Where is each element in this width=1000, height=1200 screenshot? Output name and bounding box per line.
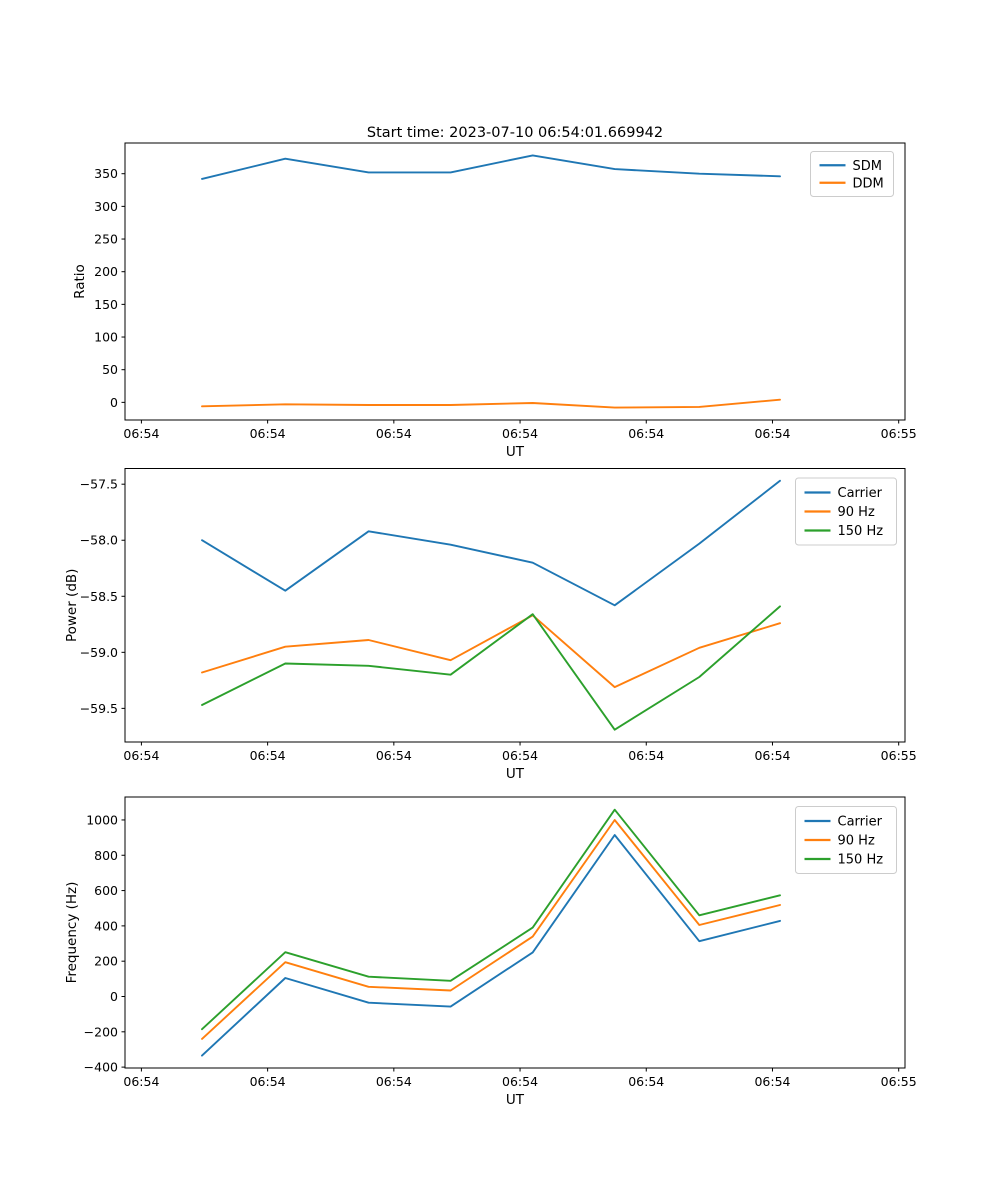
- legend-label-sdm: SDM: [853, 159, 882, 174]
- legend: SDM DDM: [810, 151, 894, 197]
- power-y-axis-label: Power (dB): [64, 569, 80, 642]
- axes-spines: [124, 796, 906, 1069]
- series-line-150-hz: [201, 605, 781, 731]
- x-tick-label: 06:54: [628, 426, 664, 441]
- series-line-90-hz: [201, 819, 781, 1040]
- legend-label-carrier: Carrier: [838, 486, 883, 501]
- legend-label-90-hz: 90 Hz: [838, 505, 875, 520]
- legend-label-ddm: DDM: [853, 176, 884, 191]
- subplot-power: 06:54 06:54 06:54 06:54 06:54 06:54 06:55 −59.5…: [80, 468, 917, 763]
- series-line-carrier: [201, 834, 781, 1057]
- axes-spines: [124, 468, 906, 743]
- y-tick-label: 50: [102, 362, 118, 377]
- y-tick-label: 200: [94, 954, 118, 969]
- y-tick-label: −59.5: [80, 701, 118, 716]
- x-tick-label: 06:54: [123, 748, 159, 763]
- x-tick-label: 06:54: [502, 1074, 538, 1089]
- series-line-carrier: [201, 479, 781, 607]
- x-tick-label: 06:55: [881, 426, 917, 441]
- y-tick-label: 300: [94, 199, 118, 214]
- series-line-sdm: [201, 154, 781, 180]
- y-tick-label: 1000: [86, 812, 118, 827]
- legend-box: [795, 477, 897, 546]
- x-tick-label: 06:54: [754, 1074, 790, 1089]
- legend-label-150-hz: 150 Hz: [838, 853, 884, 868]
- x-tick-label: 06:54: [123, 1074, 159, 1089]
- x-tick-label: 06:54: [754, 426, 790, 441]
- y-tick-label: 0: [110, 989, 118, 1004]
- y-tick-label: −57.5: [80, 477, 118, 492]
- series-line-150-hz: [201, 808, 781, 1031]
- figure-title: Start time: 2023-07-10 06:54:01.669942: [367, 125, 663, 141]
- y-tick-label: −400: [84, 1060, 118, 1075]
- x-tick-label: 06:54: [250, 748, 286, 763]
- series-line-90-hz: [201, 614, 781, 689]
- x-tick-label: 06:54: [376, 426, 412, 441]
- x-tick-label: 06:54: [123, 426, 159, 441]
- legend-label-90-hz: 90 Hz: [838, 834, 875, 849]
- subplot-ratio: 06:54 06:54 06:54 06:54 06:54 06:54 06:55 0 50 10…: [94, 142, 917, 441]
- x-tick-label: 06:54: [502, 748, 538, 763]
- legend: Carrier 90 Hz 150 Hz: [795, 806, 897, 874]
- legend-label-150-hz: 150 Hz: [838, 524, 884, 539]
- y-tick-label: −200: [84, 1024, 118, 1039]
- subplots-group: 06:54 06:54 06:54 06:54 06:54 06:54 06:55 0 50 10…: [80, 142, 917, 1089]
- frequency-x-axis-label: UT: [506, 1092, 525, 1108]
- y-tick-label: 0: [110, 395, 118, 410]
- x-tick-label: 06:54: [628, 748, 664, 763]
- y-tick-label: −58.5: [80, 589, 118, 604]
- subplot-frequency: 06:54 06:54 06:54 06:54 06:54 06:54 06:55 −400 −…: [84, 796, 917, 1089]
- axes-spines: [124, 142, 906, 421]
- x-tick-label: 06:54: [628, 1074, 664, 1089]
- y-tick-label: 800: [94, 848, 118, 863]
- y-tick-label: 600: [94, 883, 118, 898]
- x-tick-label: 06:54: [376, 1074, 412, 1089]
- x-tick-label: 06:54: [502, 426, 538, 441]
- y-tick-label: 350: [94, 166, 118, 181]
- series-line-ddm: [201, 398, 781, 409]
- x-tick-label: 06:55: [881, 748, 917, 763]
- x-tick-label: 06:54: [754, 748, 790, 763]
- y-tick-label: 150: [94, 297, 118, 312]
- y-tick-label: 100: [94, 330, 118, 345]
- legend: Carrier 90 Hz 150 Hz: [795, 477, 897, 546]
- x-tick-label: 06:54: [250, 1074, 286, 1089]
- legend-box: [795, 806, 897, 874]
- power-x-axis-label: UT: [506, 766, 525, 782]
- x-tick-label: 06:54: [376, 748, 412, 763]
- y-tick-label: −59.0: [80, 645, 118, 660]
- x-tick-label: 06:55: [881, 1074, 917, 1089]
- ratio-y-axis-label: Ratio: [72, 264, 88, 299]
- frequency-y-axis-label: Frequency (Hz): [64, 882, 80, 984]
- x-tick-label: 06:54: [250, 426, 286, 441]
- ratio-x-axis-label: UT: [506, 444, 525, 460]
- y-tick-label: −58.0: [80, 533, 118, 548]
- y-tick-label: 250: [94, 232, 118, 247]
- legend-box: [810, 151, 894, 197]
- y-tick-label: 400: [94, 918, 118, 933]
- y-tick-label: 200: [94, 264, 118, 279]
- legend-label-carrier: Carrier: [838, 815, 883, 830]
